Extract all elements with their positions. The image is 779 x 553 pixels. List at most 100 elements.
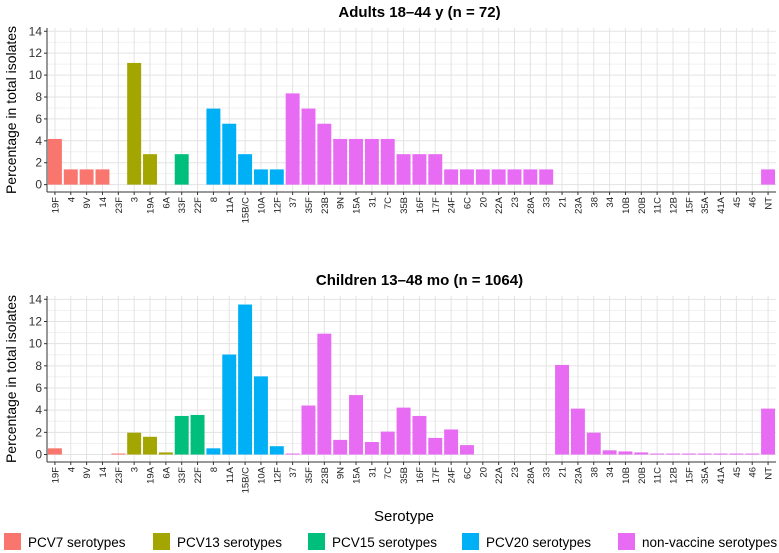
x-tick-label: 35B: [399, 197, 410, 214]
bar-6A: [158, 452, 173, 455]
legend-swatch: [308, 533, 325, 550]
y-tick-label: 10: [29, 337, 43, 351]
bar-9N: [333, 439, 348, 455]
x-tick-label: 17F: [431, 467, 442, 484]
y-tick-label: 12: [29, 46, 43, 60]
bar-24F: [444, 169, 459, 185]
x-tick-label: 6C: [462, 197, 473, 209]
x-tick-label: 15F: [684, 197, 695, 214]
x-tick-label: 34: [605, 197, 616, 208]
bar-35F: [301, 108, 316, 185]
x-tick-label: 11C: [653, 467, 664, 484]
x-tick-label: 7C: [383, 197, 394, 209]
x-tick-label: 19A: [146, 466, 157, 484]
y-axis-label: Percentage in total isolates: [3, 295, 19, 463]
x-tick-label: 28A: [526, 466, 537, 484]
x-tick-label: 21: [558, 467, 569, 478]
x-tick-label: 38: [589, 467, 600, 478]
x-tick-label: 8: [209, 197, 220, 202]
bar-35B: [396, 407, 411, 455]
y-tick-label: 14: [29, 24, 43, 38]
bar-3: [127, 432, 142, 455]
plot-background: [47, 28, 776, 192]
plot-background: [47, 296, 776, 462]
bar-8: [206, 448, 221, 455]
x-tick-label: 9N: [336, 197, 347, 209]
y-tick-label: 4: [35, 134, 42, 148]
x-tick-label: 24F: [447, 467, 458, 484]
x-tick-label: 22F: [193, 197, 204, 214]
bar-4: [63, 169, 78, 185]
y-tick-label: 0: [35, 448, 42, 462]
bar-31: [364, 138, 379, 185]
x-tick-label: 21: [558, 197, 569, 208]
x-tick-label: 15B/C: [241, 197, 252, 224]
x-tick-label: 17F: [431, 197, 442, 214]
bar-33: [539, 169, 554, 185]
y-tick-label: 4: [35, 403, 42, 417]
panel-title: Children 13–48 mo (n = 1064): [316, 272, 523, 289]
bar-35B: [396, 154, 411, 185]
bar-35F: [301, 405, 316, 455]
bar-33F: [174, 415, 189, 455]
x-tick-label: 41A: [716, 466, 727, 484]
x-tick-label: 15A: [352, 466, 363, 484]
x-tick-label: 7C: [383, 467, 394, 479]
x-tick-label: 10A: [256, 196, 267, 214]
bar-23F: [111, 453, 126, 455]
bar-24F: [444, 429, 459, 455]
x-tick-label: 33: [542, 467, 553, 478]
x-tick-label: 19F: [50, 197, 61, 214]
x-tick-label: 6A: [161, 196, 172, 208]
x-tick-label: 9N: [336, 467, 347, 479]
x-tick-label: 46: [748, 467, 759, 478]
y-tick-label: 6: [35, 112, 42, 126]
x-tick-label: 35A: [700, 466, 711, 484]
x-tick-label: 24F: [447, 197, 458, 214]
bar-12B: [666, 453, 680, 455]
bar-15A: [349, 395, 364, 455]
legend-item-pcv20: PCV20 serotypes: [462, 533, 591, 550]
x-tick-label: 10B: [621, 197, 632, 214]
x-tick-label: 9V: [82, 466, 93, 478]
bar-NT: [761, 169, 776, 185]
legend-item-pcv15: PCV15 serotypes: [308, 533, 437, 550]
x-tick-label: 34: [605, 467, 616, 478]
x-tick-label: 20: [478, 197, 489, 208]
bar-14: [95, 169, 110, 185]
bar-31: [364, 442, 379, 455]
bar-22A: [491, 169, 506, 185]
x-tick-label: 11C: [653, 197, 664, 214]
bar-9V: [79, 169, 94, 185]
x-tick-label: 23: [510, 467, 521, 478]
x-tick-label: 23: [510, 197, 521, 208]
bar-15B/C: [238, 154, 253, 185]
y-tick-label: 0: [35, 178, 42, 192]
bar-23: [507, 169, 522, 185]
x-tick-label: 23B: [320, 197, 331, 214]
x-tick-label: 35F: [304, 467, 315, 484]
x-tick-label: 15A: [352, 196, 363, 214]
y-tick-label: 8: [35, 90, 42, 104]
bar-20: [475, 169, 490, 185]
bar-22F: [190, 414, 205, 455]
x-tick-label: 28A: [526, 196, 537, 214]
y-tick-label: 12: [29, 314, 43, 328]
x-tick-label: NT: [764, 197, 775, 210]
x-tick-label: 4: [66, 467, 77, 472]
bar-8: [206, 108, 221, 185]
bar-37: [285, 453, 300, 455]
x-tick-label: 15F: [684, 467, 695, 484]
x-tick-label: 20B: [637, 197, 648, 214]
bar-10A: [253, 169, 268, 185]
x-tick-label: 23A: [573, 196, 584, 214]
bar-19F: [47, 138, 62, 185]
bar-21: [555, 364, 570, 455]
x-tick-label: 45: [732, 467, 743, 478]
x-tick-label: 3: [130, 197, 141, 202]
bar-20B: [634, 452, 649, 455]
bar-7C: [380, 138, 395, 185]
